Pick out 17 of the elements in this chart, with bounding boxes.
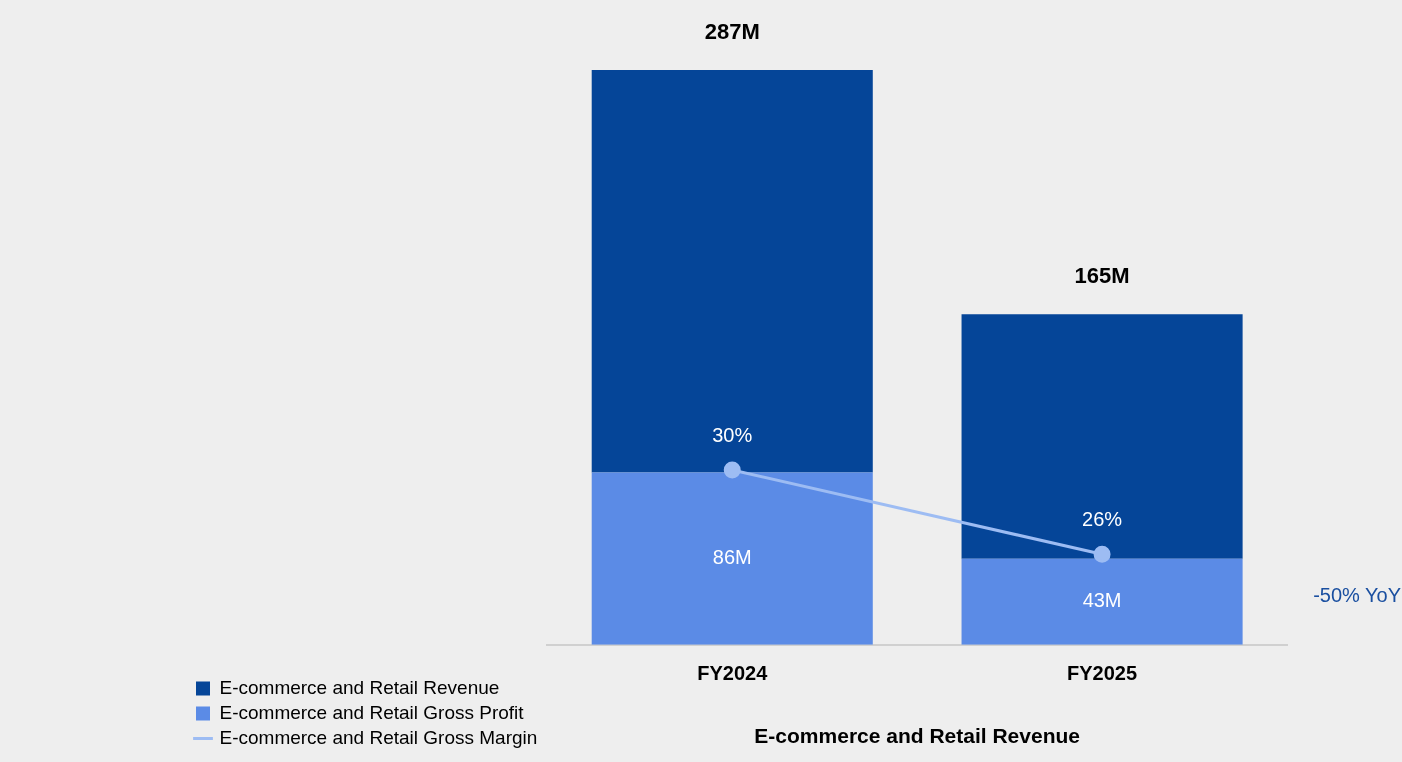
bar [961, 558, 1243, 645]
total-label: 287M [704, 19, 760, 45]
data-label: 43M [1082, 589, 1122, 612]
bar [591, 70, 873, 473]
text: -50% YoY [1313, 584, 1401, 607]
x-axis-title: E-commerce and Retail Revenue [754, 724, 1080, 748]
data-label: 26% [1082, 507, 1123, 530]
legend-label: E-commerce and Retail Gross Margin [219, 726, 538, 748]
bar [591, 472, 873, 645]
x-tick-label: FY2025 [1067, 662, 1138, 685]
legend-label: E-commerce and Retail Gross Profit [219, 701, 525, 723]
data-label: 30% [712, 423, 753, 446]
bar [961, 314, 1243, 559]
legend-label: E-commerce and Retail Revenue [219, 676, 500, 698]
x-tick-label: FY2024 [697, 662, 769, 685]
total-label: 165M [1074, 263, 1130, 289]
data-label: 86M [712, 546, 752, 569]
